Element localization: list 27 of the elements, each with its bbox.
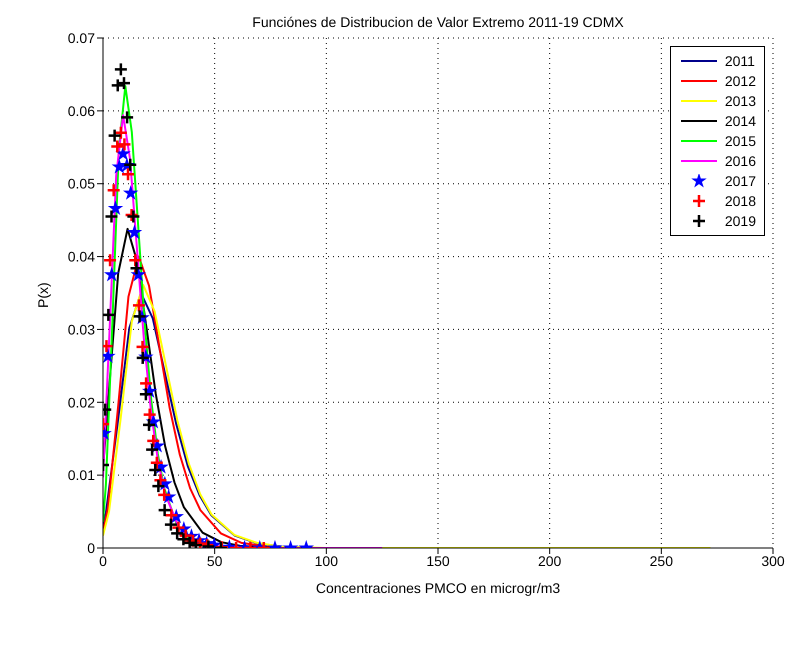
legend-label: 2018 bbox=[724, 193, 756, 209]
x-tick-label: 100 bbox=[314, 552, 338, 569]
y-tick-label: 0 bbox=[87, 540, 96, 556]
y-tick-label: 0.01 bbox=[68, 467, 96, 484]
x-tick-label: 0 bbox=[99, 552, 108, 569]
y-tick-label: 0.05 bbox=[68, 176, 96, 192]
y-tick-label: 0.06 bbox=[68, 102, 96, 119]
x-axis-title: Concentraciones PMCO en microgr/m3 bbox=[316, 580, 560, 596]
x-tick-label: 250 bbox=[650, 552, 674, 569]
chart-title: Funciónes de Distribucion de Valor Extremo 2011-19 CDMX bbox=[251, 14, 625, 30]
y-tick-label: 0.04 bbox=[68, 248, 96, 265]
x-tick-label: 50 bbox=[206, 552, 223, 569]
y-tick-label: 0.07 bbox=[68, 30, 96, 46]
legend-label: 2011 bbox=[724, 53, 755, 69]
legend-label: 2014 bbox=[724, 113, 756, 129]
legend-label: 2019 bbox=[724, 213, 756, 229]
legend-label: 2012 bbox=[724, 73, 756, 89]
x-tick-label: 300 bbox=[761, 552, 785, 569]
legend-label: 2013 bbox=[724, 93, 756, 109]
y-tick-label: 0.02 bbox=[68, 394, 96, 410]
legend-label: 2015 bbox=[724, 133, 756, 149]
x-tick-label: 200 bbox=[538, 552, 562, 569]
legend-label: 2016 bbox=[724, 153, 756, 169]
legend-label: 2017 bbox=[724, 173, 756, 189]
y-tick-label: 0.03 bbox=[68, 321, 96, 338]
y-axis-title: P(x) bbox=[34, 282, 51, 308]
x-tick-label: 150 bbox=[426, 552, 450, 569]
